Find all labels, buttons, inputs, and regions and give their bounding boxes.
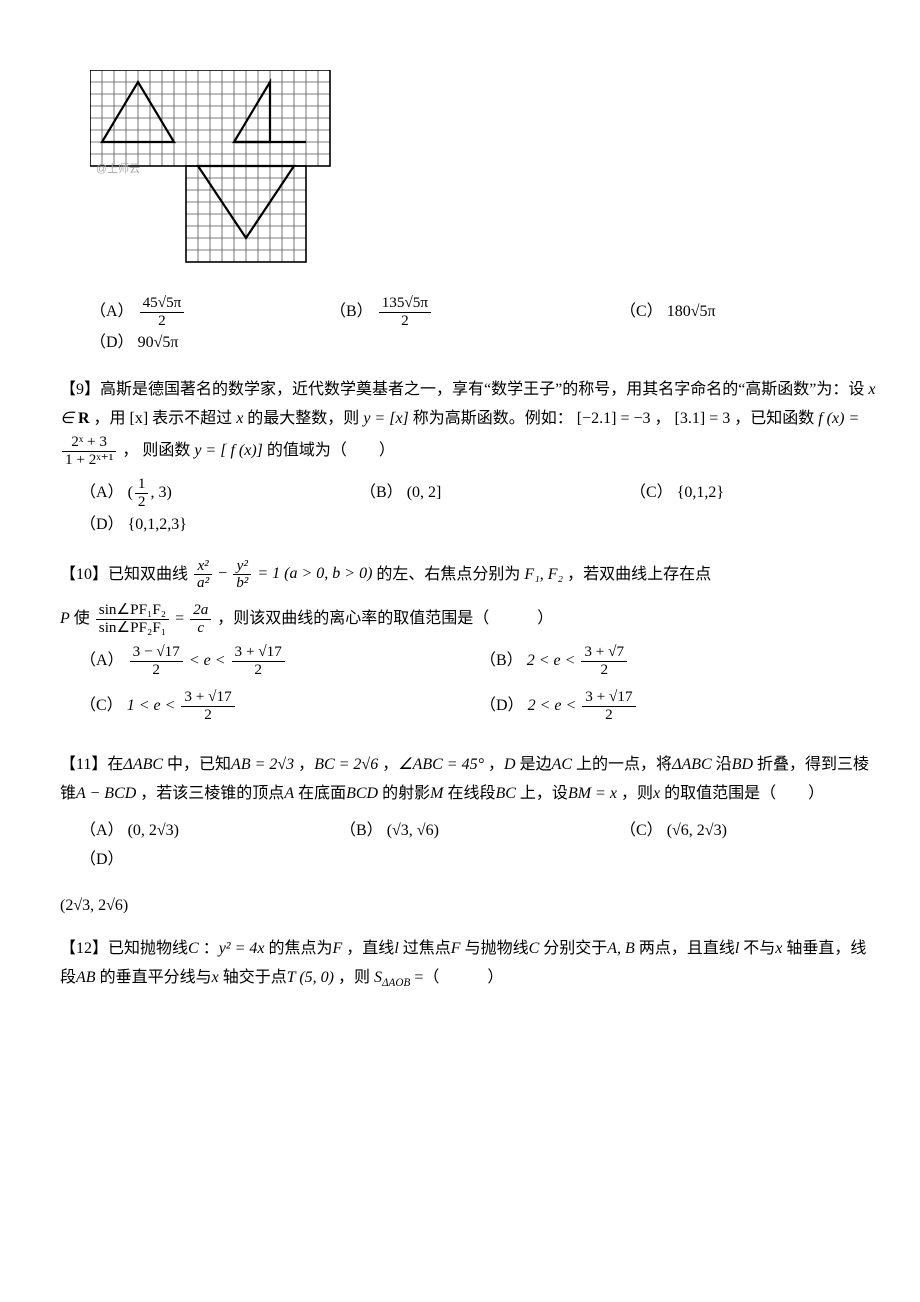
option-d[interactable]: （D） {0,1,2,3} — [80, 511, 187, 540]
option-b[interactable]: （B） 2 < e < 3 + √72 — [480, 644, 880, 678]
option-b[interactable]: （B） (0, 2] — [360, 476, 570, 510]
option-c-label: （C） — [620, 298, 663, 327]
option-b-label: （B） — [330, 298, 373, 327]
q10-options: （A） 3 − √172 < e < 3 + √172 （B） 2 < e < … — [80, 644, 880, 733]
option-b-value: 135√5π2 — [379, 295, 431, 329]
option-c-value: 180√5π — [667, 298, 716, 327]
q11-option-d-value: (2√3, 2√6) — [60, 892, 880, 921]
q9-fraction: 2ˣ + 31 + 2ˣ⁺¹ — [62, 434, 116, 468]
grid-svg: @上师云 — [90, 70, 350, 280]
q11-options: （A） (0, 2√3) （B） (√3, √6) （C） (√6, 2√3) … — [80, 817, 880, 875]
option-d-value: 90√5π — [138, 329, 179, 358]
option-a-label: （A） — [90, 298, 134, 327]
question-12: 【12】已知抛物线C ：y² = 4x 的焦点为F ，直线l 过焦点F 与抛物线… — [60, 935, 880, 993]
option-b[interactable]: （B） (√3, √6) — [340, 817, 560, 846]
q8-options: （A） 45√5π2 （B） 135√5π2 （C） 180√5π （D） 90… — [90, 295, 880, 358]
option-c[interactable]: （C） (√6, 2√3) — [620, 817, 820, 846]
watermark-text: @上师云 — [96, 162, 140, 175]
option-d[interactable]: （D） — [80, 846, 128, 875]
option-d-label: （D） — [90, 329, 134, 358]
question-11: 【11】在ΔABC 中，已知AB = 2√3 ，BC = 2√6 ，∠ABC =… — [60, 751, 880, 809]
question-9: 【9】高斯是德国著名的数学家，近代数学奠基者之一，享有“数学王子”的称号，用其名… — [60, 376, 880, 468]
option-c[interactable]: （C） 1 < e < 3 + √172 — [80, 689, 480, 723]
option-d[interactable]: （D） 90√5π — [90, 329, 178, 358]
option-a-value: 45√5π2 — [140, 295, 185, 329]
option-c[interactable]: （C） {0,1,2} — [630, 476, 820, 510]
option-b[interactable]: （B） 135√5π2 — [330, 295, 560, 329]
grid-figure: @上师云 — [90, 70, 880, 280]
question-10: 【10】已知双曲线 x²a² − y²b² = 1 (a > 0, b > 0)… — [60, 558, 880, 592]
option-a[interactable]: （A） 45√5π2 — [90, 295, 270, 329]
q9-options: （A） (12, 3) （B） (0, 2] （C） {0,1,2} （D） {… — [80, 476, 880, 539]
option-a[interactable]: （A） (0, 2√3) — [80, 817, 280, 846]
option-a[interactable]: （A） 3 − √172 < e < 3 + √172 — [80, 644, 480, 678]
option-d[interactable]: （D） 2 < e < 3 + √172 — [480, 689, 880, 723]
q10-condition: P 使 sin∠PF₁F₂sin∠PF₂F₁ = 2ac ，则该双曲线的离心率的… — [60, 602, 880, 636]
q9-text: 【9】高斯是德国著名的数学家，近代数学奠基者之一，享有“数学王子”的称号，用其名… — [60, 381, 864, 398]
option-c[interactable]: （C） 180√5π — [620, 295, 820, 329]
option-a[interactable]: （A） (12, 3) — [80, 476, 300, 510]
